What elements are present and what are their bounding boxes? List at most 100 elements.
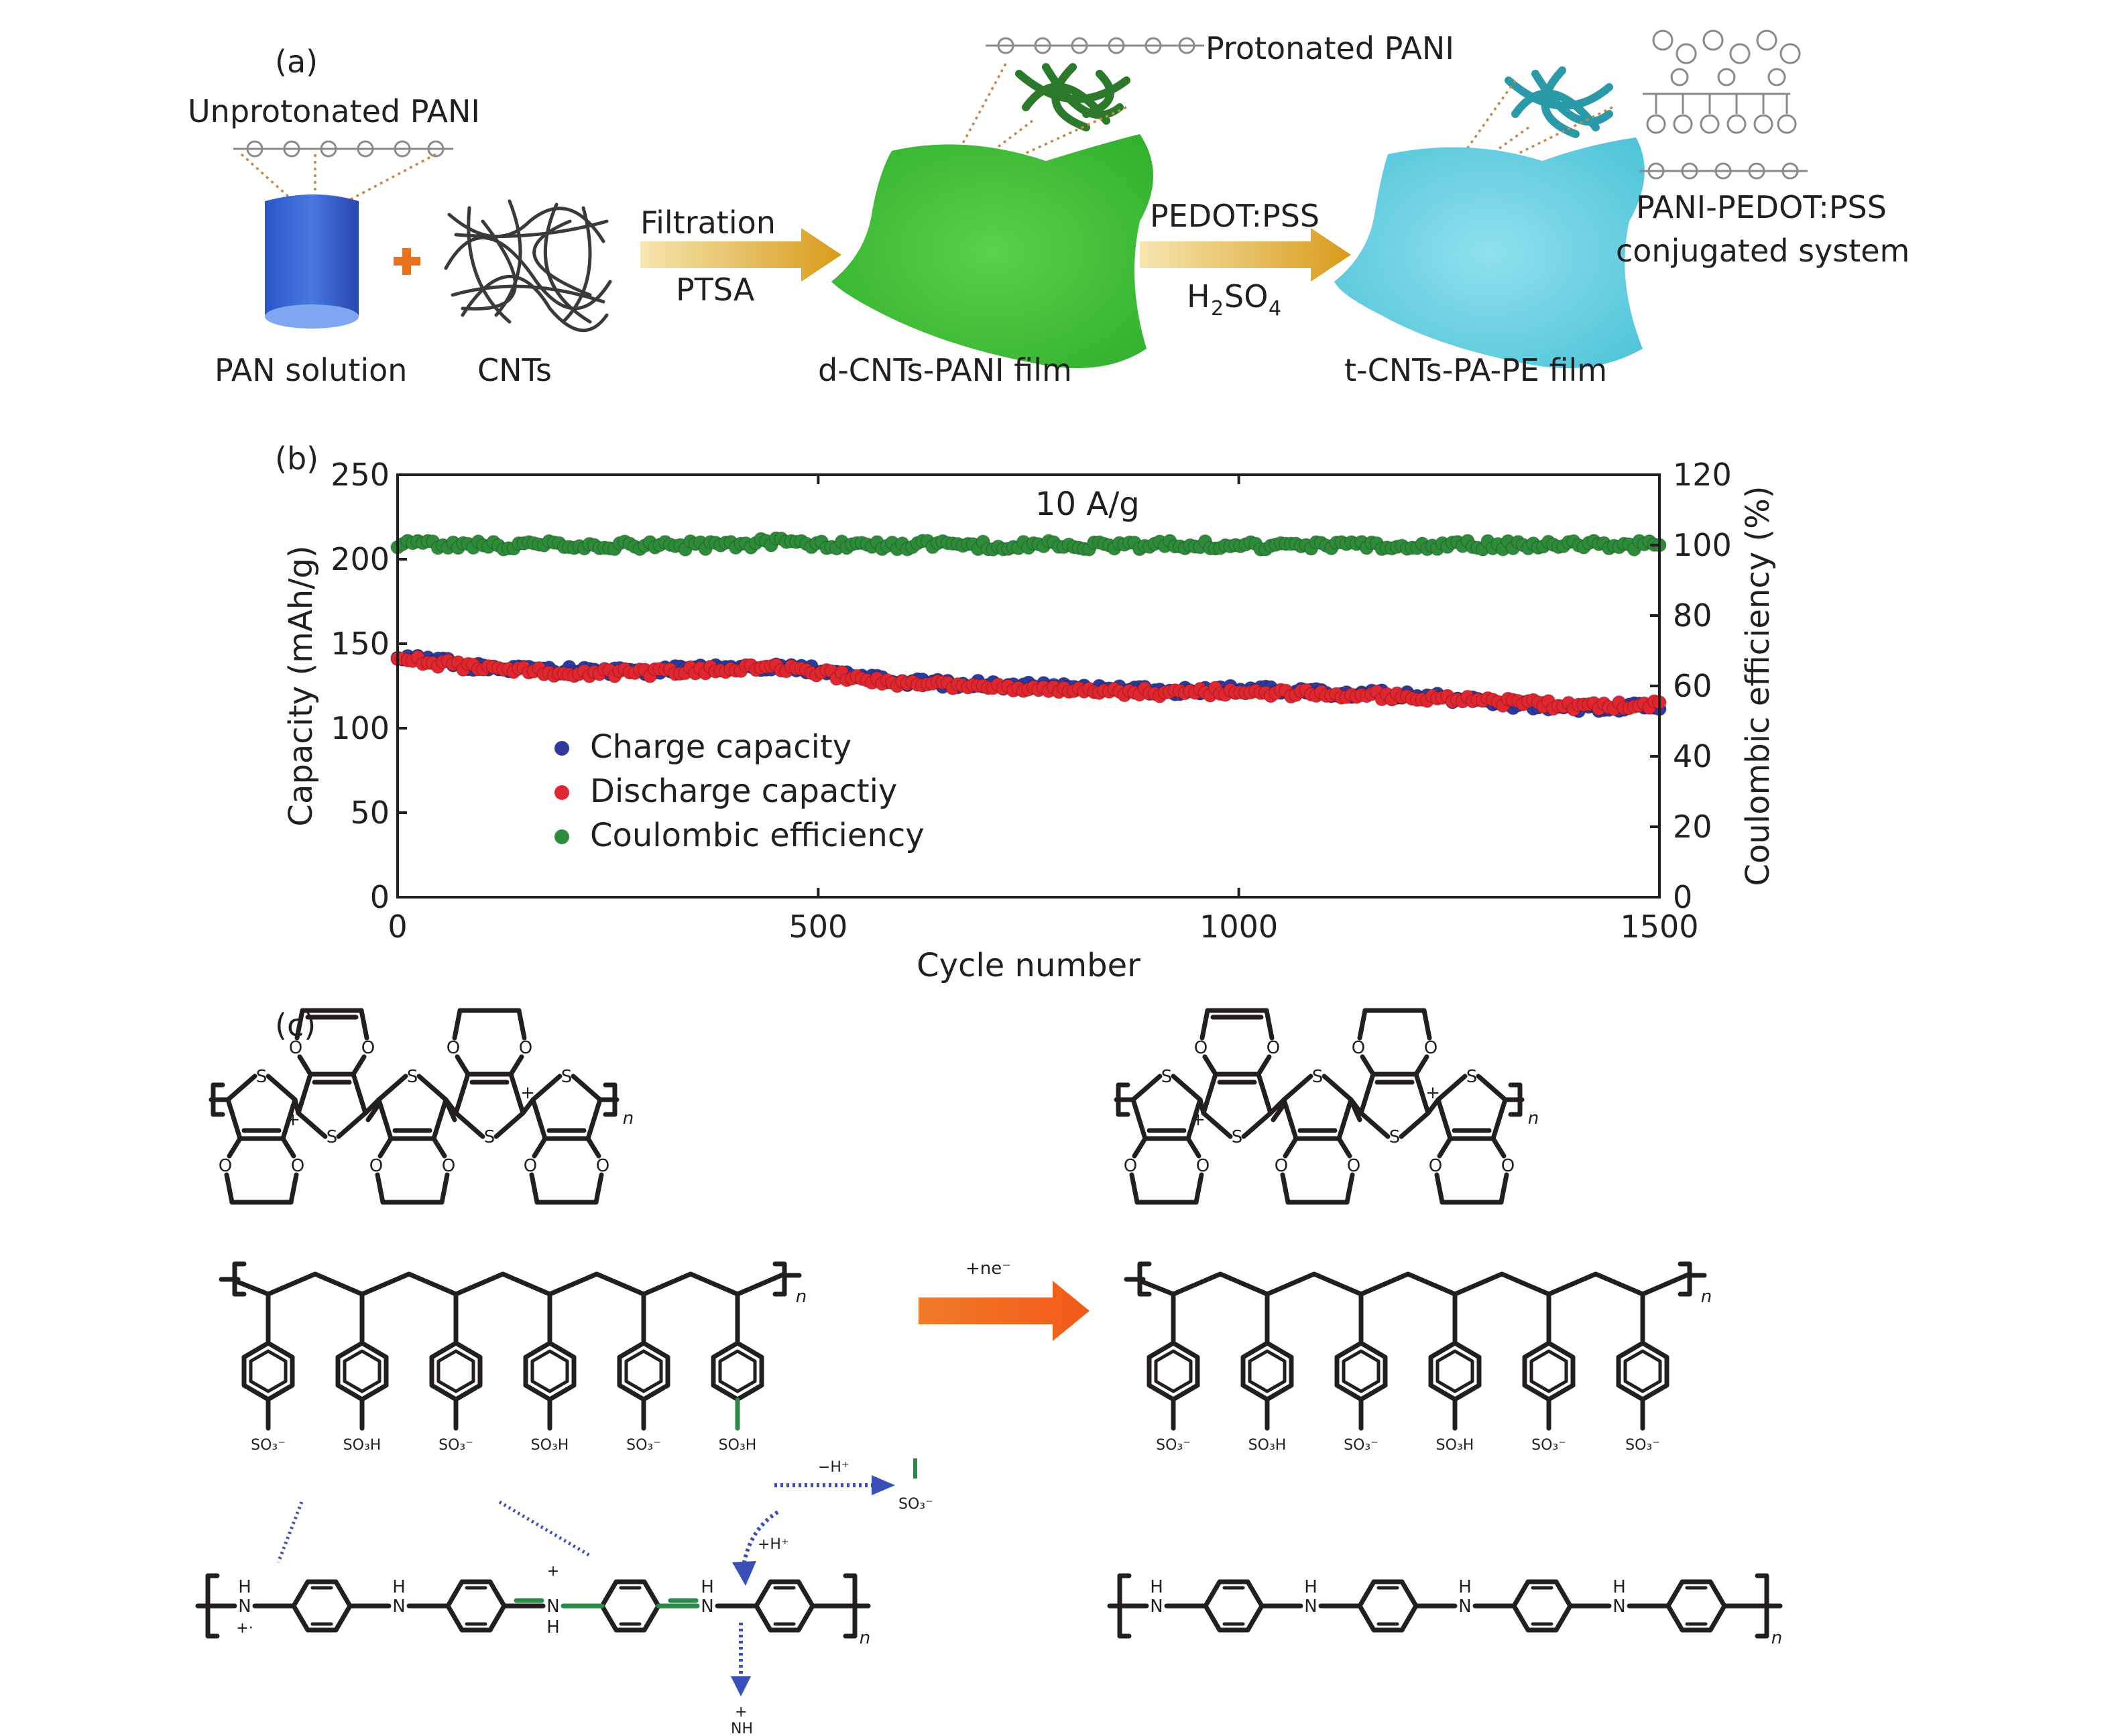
nitrogen-atom: N [238, 1597, 251, 1617]
dioxy-bond [1360, 1054, 1376, 1077]
dioxy-bond [359, 1008, 369, 1041]
bracket [211, 1082, 225, 1117]
thiophene-ring [296, 1072, 368, 1116]
dioxy-bond [224, 1172, 235, 1205]
oxygen-atom: O [524, 1156, 537, 1176]
oxygen-atom: O [447, 1038, 460, 1058]
d-cnts-pani-sheet [831, 134, 1153, 369]
benzene-ring [338, 1343, 386, 1399]
pedot-pss-label: PEDOT:PSS [1150, 198, 1319, 234]
thiophene-ring [530, 1097, 603, 1141]
bracket [1678, 1261, 1692, 1297]
hydrogen-atom: H [392, 1577, 406, 1597]
series-coulombic-efficiency [390, 531, 1667, 557]
dioxy-bond [452, 1008, 463, 1041]
y2-tick-label: 80 [1673, 597, 1712, 634]
dioxy-bond [1264, 1008, 1275, 1041]
plus-charge: + [286, 1110, 300, 1130]
oxygen-atom: O [1267, 1038, 1280, 1058]
y-tick-label: 150 [331, 626, 390, 662]
oxygen-atom: O [1429, 1156, 1442, 1176]
h2so4-label: H 2 SO 4 [1187, 278, 1281, 321]
dioxy-bond [532, 1136, 548, 1159]
dioxy-bond [1413, 1054, 1429, 1077]
so3-minus-group: SO₃⁻ [1531, 1437, 1566, 1454]
y-tick-label: 250 [331, 457, 390, 493]
panel-a-label: (a) [275, 44, 318, 80]
thiophene-bond [336, 1110, 368, 1139]
benzene-ring [1619, 1343, 1667, 1399]
series-discharge-capactiy [390, 650, 1667, 717]
y-axis-label: Capacity (mAh/g) [282, 545, 320, 826]
ptsa-label: PTSA [676, 272, 755, 308]
t-cnts-pa-pe-film-label: t-CNTs-PA-PE film [1344, 352, 1607, 388]
sulfur-atom: S [1161, 1067, 1173, 1087]
panel-b: (b) 0 500 1000 1500050100150200250020406080… [275, 441, 1777, 984]
rate-annotation: 10 A/g [1035, 485, 1140, 523]
y2-tick-label: 20 [1673, 809, 1712, 845]
y2-tick-label: 40 [1673, 738, 1712, 774]
sulfur-atom: S [1466, 1067, 1478, 1087]
y2-tick-label: 0 [1673, 879, 1692, 915]
dioxy-bond [1499, 1172, 1509, 1205]
hydrogen-atom: H [1304, 1577, 1317, 1597]
x-tick-label: 1500 [1620, 909, 1698, 945]
dioxy-bond [1344, 1172, 1355, 1205]
thiophene-ring [225, 1097, 298, 1141]
t-cnts-pa-pe-sheet [1334, 137, 1645, 369]
y-tick-label: 50 [350, 795, 390, 831]
radical-cation: +· [236, 1620, 253, 1637]
repeat-n: n [1771, 1628, 1782, 1648]
thiophene-bond [225, 1074, 257, 1102]
oxygen-atom: O [1501, 1156, 1515, 1176]
dioxy-bond [1280, 1172, 1291, 1205]
sulfur-atom: S [256, 1067, 268, 1087]
plus-sign-nh: + [735, 1704, 747, 1721]
plus-icon [394, 248, 420, 275]
panel-b-label: (b) [275, 441, 318, 477]
oxygen-atom: O [361, 1038, 375, 1058]
so3-minus-group: SO₃⁻ [251, 1437, 286, 1454]
so3-minus-group: SO₃⁻ [438, 1437, 473, 1454]
dioxy-bond [1437, 1136, 1453, 1159]
nitrogen-atom: N [701, 1597, 713, 1617]
legend-marker [554, 829, 569, 844]
thiophene-bond [1281, 1074, 1313, 1102]
pss-backbone [232, 1271, 787, 1297]
hydrogen-atom: H [546, 1617, 560, 1637]
y-tick-label: 0 [370, 879, 390, 915]
thiophene-bond [1435, 1074, 1468, 1102]
inter-ring-bond [1425, 1097, 1441, 1116]
repeat-n: n [796, 1287, 807, 1307]
benzene-ring [602, 1582, 658, 1630]
oxygen-atom: O [596, 1156, 609, 1176]
oxygen-atom: O [289, 1038, 302, 1058]
dioxy-bond [1185, 1136, 1201, 1159]
dioxy-bond [294, 1008, 305, 1041]
so3-minus-released: SO₃⁻ [898, 1496, 933, 1513]
dioxy-bond [585, 1136, 601, 1159]
oxygen-atom: O [1124, 1156, 1137, 1176]
plus-charge: + [1191, 1110, 1206, 1130]
dioxy-bond [593, 1172, 604, 1205]
hydrogen-atom: H [238, 1577, 251, 1597]
nitrogen-atom: N [546, 1597, 559, 1617]
legend-marker [554, 741, 569, 756]
thiophene-ring [1435, 1097, 1508, 1141]
dioxy-bond [1434, 1172, 1445, 1205]
y-tick-label: 100 [331, 710, 390, 746]
benzene-ring [1431, 1343, 1479, 1399]
oxygen-atom: O [1424, 1038, 1438, 1058]
chem-structures-before: S O O S + O O S O O S O O S + O On n SO₃⁻ SO₃H SO₃⁻ SO₃H SO₃⁻ S… [195, 1008, 871, 1648]
filtration-label: Filtration [640, 205, 776, 241]
sulfur-atom: S [561, 1067, 573, 1087]
inter-ring-double [446, 1104, 457, 1122]
benzene-ring [1149, 1343, 1197, 1399]
dioxy-bond [351, 1054, 367, 1077]
dioxy-bond [508, 1054, 524, 1077]
y2-tick-label: 100 [1673, 527, 1732, 563]
svg-text:4: 4 [1269, 297, 1281, 321]
plus-h-label: +H⁺ [758, 1536, 789, 1553]
cyan-fiber-bundle [1505, 66, 1613, 138]
